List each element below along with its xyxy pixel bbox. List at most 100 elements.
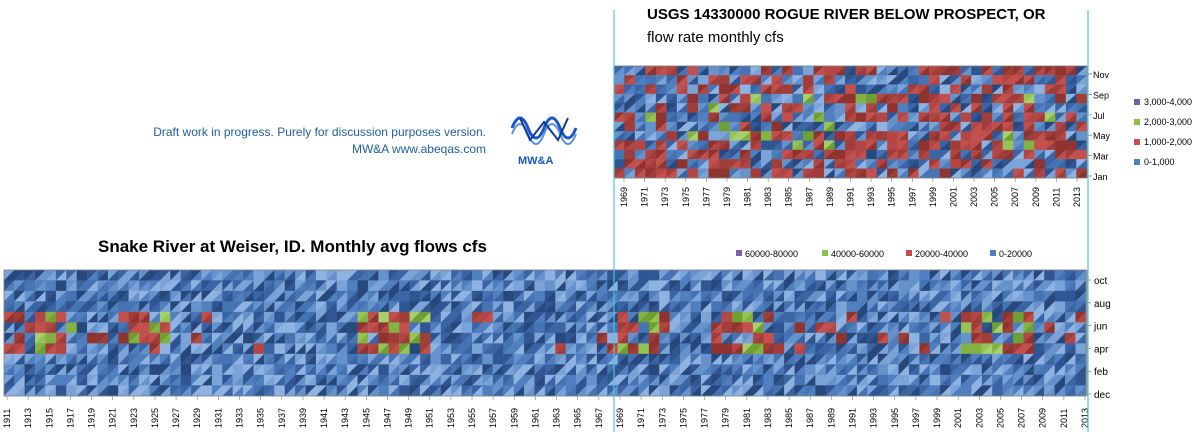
snake-x-tick-label: 1987	[805, 408, 815, 428]
snake-x-tick-label: 1953	[446, 408, 456, 428]
snake-x-tick-label: 1945	[361, 408, 371, 428]
snake-x-tick-label: 1967	[594, 408, 604, 428]
snake-x-tick-label: 2011	[1059, 409, 1069, 428]
rogue-x-tick-label: 1969	[619, 187, 629, 207]
rogue-x-tick-label: 2007	[1010, 187, 1020, 207]
rogue-x-tick-label: 1985	[784, 187, 794, 207]
rogue-legend-swatch	[1134, 159, 1140, 165]
rogue-x-tick-label: 1991	[846, 187, 856, 207]
snake-legend-label: 60000-80000	[745, 249, 798, 259]
rogue-y-tick-label: May	[1093, 131, 1111, 141]
snake-x-tick-label: 1999	[932, 408, 942, 428]
snake-x-tick-label: 2001	[953, 408, 963, 428]
rogue-legend-label: 2,000-3,000	[1144, 117, 1192, 127]
rogue-x-tick-label: 2013	[1072, 187, 1082, 207]
rogue-x-tick-label: 1993	[866, 187, 876, 207]
rogue-x-tick-label: 1987	[804, 187, 814, 207]
rogue-y-tick-label: Nov	[1093, 70, 1110, 80]
rogue-legend-swatch	[1134, 139, 1140, 145]
rogue-legend-label: 1,000-2,000	[1144, 137, 1192, 147]
snake-x-tick-label: 1997	[911, 408, 921, 428]
snake-x-tick-label: 1961	[530, 408, 540, 428]
snake-y-tick-label: dec	[1094, 390, 1110, 401]
rogue-y-tick-label: Mar	[1093, 152, 1109, 162]
snake-x-tick-label: 1937	[277, 408, 287, 428]
logo-mark	[519, 117, 569, 142]
snake-x-tick-label: 1919	[87, 408, 97, 428]
snake-x-tick-label: 1977	[700, 408, 710, 428]
snake-x-tick-label: 1985	[784, 408, 794, 428]
snake-x-tick-label: 1931	[213, 408, 223, 428]
rogue-legend-swatch	[1134, 99, 1140, 105]
snake-x-tick-label: 1959	[509, 408, 519, 428]
snake-x-tick-label: 2013	[1080, 408, 1090, 428]
snake-y-tick-label: jun	[1093, 322, 1107, 333]
rogue-x-tick-label: 1999	[928, 187, 938, 207]
snake-x-tick-label: 1927	[171, 408, 181, 428]
snake-x-tick-label: 2007	[1017, 408, 1027, 428]
rogue-legend-swatch	[1134, 119, 1140, 125]
snake-x-tick-label: 2003	[974, 408, 984, 428]
draft-note-line1: Draft work in progress. Purely for discu…	[153, 125, 486, 139]
snake-legend-swatch	[822, 250, 828, 256]
rogue-y-tick-label: Jul	[1093, 111, 1105, 121]
snake-legend-label: 40000-60000	[831, 249, 884, 259]
rogue-x-tick-label: 2011	[1051, 188, 1061, 207]
snake-x-tick-label: 1943	[340, 408, 350, 428]
snake-chart-title: Snake River at Weiser, ID. Monthly avg f…	[98, 237, 487, 256]
rogue-x-tick-label: 1981	[743, 187, 753, 207]
snake-x-tick-label: 1929	[192, 408, 202, 428]
wave-logo-icon	[510, 116, 578, 145]
draft-note: Draft work in progress. Purely for discu…	[90, 124, 486, 158]
rogue-x-tick-label: 2001	[948, 187, 958, 207]
snake-x-tick-label: 2009	[1038, 408, 1048, 428]
rogue-x-tick-label: 1973	[660, 187, 670, 207]
rogue-legend-label: 0-1,000	[1144, 157, 1175, 167]
snake-x-tick-label: 1963	[552, 408, 562, 428]
rogue-x-tick-label: 1977	[701, 187, 711, 207]
snake-x-tick-label: 1965	[573, 408, 583, 428]
snake-legend-swatch	[736, 250, 742, 256]
rogue-x-tick-label: 1997	[907, 187, 917, 207]
snake-legend-label: 0-20000	[999, 249, 1032, 259]
rogue-legend-label: 3,000-4,000	[1144, 97, 1192, 107]
snake-x-tick-label: 1913	[23, 408, 33, 428]
rogue-x-tick-label: 1975	[681, 187, 691, 207]
snake-x-tick-label: 1983	[763, 408, 773, 428]
logo-text: MW&A	[518, 155, 553, 167]
snake-x-tick-label: 1989	[826, 408, 836, 428]
snake-legend-swatch	[906, 250, 912, 256]
rogue-x-tick-label: 1995	[887, 187, 897, 207]
snake-legend-label: 20000-40000	[915, 249, 968, 259]
snake-y-tick-label: aug	[1094, 299, 1111, 310]
rogue-y-tick-label: Jan	[1093, 172, 1108, 182]
snake-x-tick-label: 1917	[65, 408, 75, 428]
draft-note-line2: MW&A www.abeqas.com	[351, 142, 486, 156]
snake-plot-border	[3, 269, 1087, 397]
snake-x-tick-label: 1911	[2, 409, 12, 428]
rogue-x-tick-label: 2003	[969, 187, 979, 207]
snake-x-tick-label: 1951	[425, 408, 435, 428]
logo-wave	[510, 116, 578, 140]
snake-legend-swatch	[990, 250, 996, 256]
rogue-y-tick-label: Sep	[1093, 90, 1109, 100]
rogue-x-tick-label: 2009	[1031, 187, 1041, 207]
rogue-x-tick-label: 1971	[640, 187, 650, 207]
rogue-chart-subtitle: flow rate monthly cfs	[647, 29, 784, 46]
rogue-x-tick-label: 1979	[722, 187, 732, 207]
snake-x-tick-label: 1935	[256, 408, 266, 428]
rogue-cells	[613, 65, 1088, 179]
snake-x-tick-label: 1971	[636, 408, 646, 428]
snake-y-tick-label: apr	[1094, 344, 1109, 355]
snake-x-tick-label: 1973	[657, 408, 667, 428]
rogue-x-tick-label: 1989	[825, 187, 835, 207]
snake-cells	[3, 269, 1087, 397]
snake-y-tick-label: oct	[1094, 276, 1108, 287]
snake-x-tick-label: 1969	[615, 408, 625, 428]
snake-x-tick-label: 1939	[298, 408, 308, 428]
snake-y-tick-label: feb	[1094, 367, 1108, 378]
rogue-chart-title: USGS 14330000 ROGUE RIVER BELOW PROSPECT…	[647, 6, 1046, 23]
snake-x-tick-label: 1923	[129, 408, 139, 428]
snake-x-tick-label: 1941	[319, 408, 329, 428]
